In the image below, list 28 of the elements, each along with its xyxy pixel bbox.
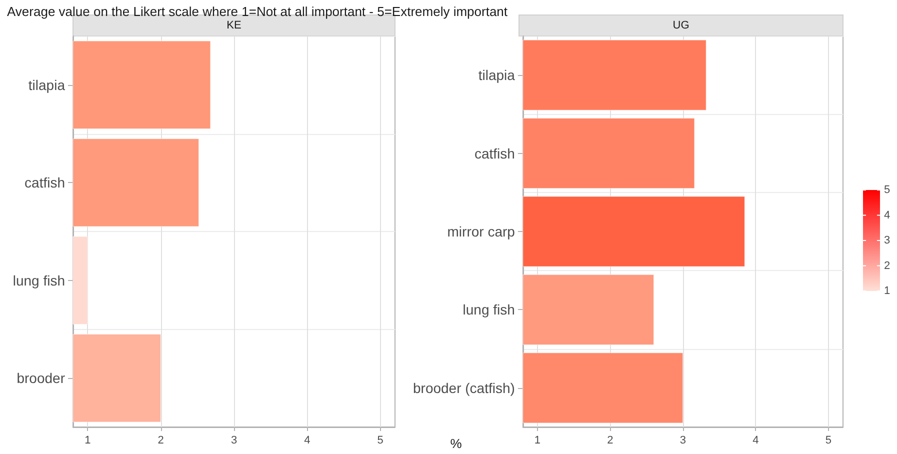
x-tick-label: 2 bbox=[158, 434, 164, 446]
y-tick-label: mirror carp bbox=[447, 224, 516, 240]
color-bar-label: 4 bbox=[884, 209, 890, 222]
x-tick-label: 3 bbox=[230, 434, 238, 446]
y-tick-label: brooder (catfish) bbox=[412, 380, 515, 396]
y-tick-label: brooder bbox=[16, 370, 66, 386]
y-tick-label: catfish bbox=[24, 174, 65, 191]
x-tick-label: 5 bbox=[825, 434, 832, 446]
x-axis-title: % bbox=[450, 436, 462, 451]
x-tick-label: 1 bbox=[84, 434, 91, 446]
y-tick-label: tilapia bbox=[478, 67, 516, 84]
color-bar-label: 1 bbox=[884, 285, 890, 297]
chart-subtitle: KE bbox=[226, 20, 242, 32]
chart-subtitle: UG bbox=[672, 20, 690, 32]
x-tick-label: 4 bbox=[304, 434, 310, 446]
x-tick-label: 1 bbox=[534, 434, 541, 446]
x-tick-label: 3 bbox=[680, 434, 686, 446]
x-tick-label: 5 bbox=[377, 434, 384, 446]
color-bar-label: 5 bbox=[884, 184, 890, 196]
y-tick-label: tilapia bbox=[28, 76, 66, 93]
chart-title: Average value on the Likert scale where 1=Not at all important - 5=Extremely important bbox=[7, 4, 508, 19]
color-bar-label: 2 bbox=[884, 260, 890, 272]
y-tick-label: lung fish bbox=[462, 302, 515, 318]
y-tick-label: catfish bbox=[474, 145, 515, 162]
x-tick-label: 2 bbox=[607, 434, 614, 446]
x-tick-label: 4 bbox=[752, 434, 759, 446]
y-tick-label: lung fish bbox=[12, 272, 65, 288]
color-bar-label: 3 bbox=[884, 234, 890, 246]
